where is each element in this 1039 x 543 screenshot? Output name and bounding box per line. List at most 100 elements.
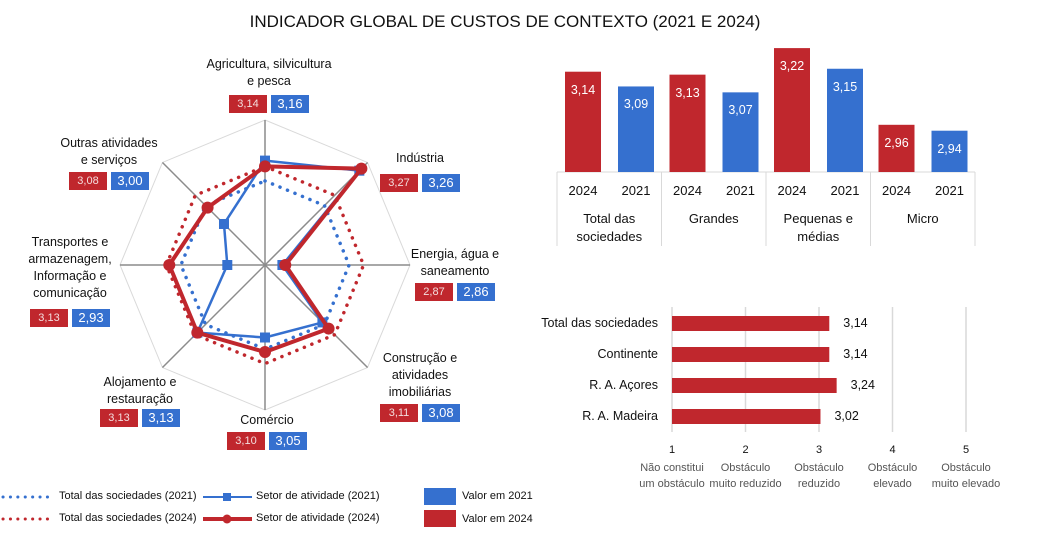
label-line: Informação e bbox=[33, 269, 107, 283]
bar-value-label: 3,14 bbox=[570, 82, 596, 97]
bar-value-label: 3,13 bbox=[675, 85, 700, 100]
label-line: Outras atividades bbox=[60, 136, 158, 150]
hbar bbox=[672, 347, 830, 362]
radar-point-2024 bbox=[259, 160, 271, 173]
tick-description: Não constitui bbox=[640, 462, 704, 474]
bar-2024 bbox=[565, 71, 601, 172]
label-line: Agricultura, silvicultura bbox=[206, 57, 332, 71]
hbar-category-label: Continente bbox=[597, 347, 658, 361]
value-2021-badge: 3,00 bbox=[111, 172, 149, 190]
tick-description: Obstáculo bbox=[794, 462, 844, 474]
tick-description: Obstáculo bbox=[720, 462, 771, 474]
bar-value-label: 2,94 bbox=[937, 141, 962, 156]
legend-square-marker bbox=[223, 493, 231, 501]
bar-value-label: 3,15 bbox=[832, 79, 858, 94]
radar-point-2024 bbox=[259, 346, 271, 358]
legend-label: Setor de atividade (2024) bbox=[256, 512, 380, 524]
bar-2024 bbox=[878, 124, 915, 172]
legend-label: Total das sociedades (2024) bbox=[59, 512, 197, 524]
radar-point-2021 bbox=[260, 332, 270, 343]
chart-title: INDICADOR GLOBAL DE CUSTOS DE CONTEXTO (… bbox=[249, 12, 761, 31]
value-2021-badge: 3,26 bbox=[422, 174, 460, 192]
hbar-value-label: 3,14 bbox=[843, 347, 868, 361]
value-2024-badge: 3,10 bbox=[227, 432, 265, 450]
label-line: restauração bbox=[106, 392, 173, 406]
value-badges: 3,08 3,00 bbox=[69, 172, 149, 190]
value-2024-badge: 3,08 bbox=[69, 172, 107, 190]
legend-swatch-2021 bbox=[424, 488, 456, 505]
radar-point-2024 bbox=[201, 201, 214, 214]
legend-swatch-2024 bbox=[424, 510, 456, 527]
value-2021-badge: 2,93 bbox=[72, 309, 110, 327]
bar-year-label: 2021 bbox=[726, 183, 755, 198]
value-2021-badge: 3,16 bbox=[271, 95, 309, 113]
hbar-category-label: R. A. Madeira bbox=[582, 409, 658, 423]
radar-spoke bbox=[161, 264, 266, 369]
tick-description: reduzido bbox=[797, 478, 841, 490]
legend-label: Valor em 2024 bbox=[462, 513, 533, 525]
group-label: médias bbox=[797, 229, 840, 244]
value-2024-badge: 3,13 bbox=[100, 409, 138, 427]
label-line: Alojamento e bbox=[103, 375, 177, 389]
bar-2021 bbox=[618, 86, 654, 172]
bar-year-label: 2024 bbox=[777, 183, 807, 198]
radar-point-2024 bbox=[279, 259, 292, 271]
hbar-category-label: R. A. Açores bbox=[589, 378, 658, 392]
bar-value-label: 3,07 bbox=[728, 103, 753, 118]
radar-category-label: Energia, água e saneamento bbox=[411, 246, 499, 280]
radar-category-label: Outras atividades e serviços bbox=[60, 135, 157, 169]
value-2021-badge: 3,08 bbox=[422, 404, 460, 422]
label-line: Energia, água e bbox=[410, 247, 500, 261]
label-line: Construção e bbox=[382, 351, 458, 365]
tick-description: um obstáculo bbox=[639, 478, 705, 490]
group-label: Pequenas e bbox=[783, 211, 853, 226]
value-badges: 3,13 2,93 bbox=[30, 309, 110, 327]
value-2021-badge: 3,05 bbox=[269, 432, 307, 450]
radar-category-label: Transportes e armazenagem, Informação e com… bbox=[28, 234, 111, 302]
radar-category-label: Agricultura, silvicultura e pesca bbox=[206, 56, 331, 90]
label-line: comunicação bbox=[33, 286, 107, 300]
value-2024-badge: 3,13 bbox=[30, 309, 68, 327]
tick-label: 4 bbox=[889, 444, 896, 456]
group-label: Micro bbox=[906, 211, 939, 226]
label-line: Indústria bbox=[396, 151, 444, 165]
radar-category-label: Comércio bbox=[240, 412, 294, 429]
hbar-value-label: 3,14 bbox=[843, 316, 868, 330]
radar-point-2024 bbox=[322, 322, 335, 335]
group-label: Grandes bbox=[688, 211, 739, 226]
group-label: Total das bbox=[583, 211, 636, 226]
label-line: e pesca bbox=[247, 74, 291, 88]
bar-2021 bbox=[722, 92, 759, 172]
legend-circle-marker bbox=[222, 514, 232, 524]
tick-label: 2 bbox=[742, 444, 749, 456]
bar-value-label: 2,96 bbox=[884, 135, 909, 150]
bar-year-label: 2024 bbox=[568, 183, 598, 198]
tick-description: muito elevado bbox=[931, 478, 1001, 490]
value-badges: 2,87 2,86 bbox=[415, 283, 495, 301]
bar-year-label: 2024 bbox=[882, 183, 911, 198]
radar-spoke bbox=[264, 264, 369, 369]
bar-value-label: 3,22 bbox=[779, 59, 805, 74]
tick-label: 5 bbox=[962, 444, 970, 456]
bar-2024 bbox=[774, 48, 810, 172]
hbar bbox=[672, 316, 830, 331]
bar-value-label: 3,09 bbox=[623, 97, 649, 112]
tick-description: elevado bbox=[873, 478, 912, 490]
radar-spoke bbox=[161, 161, 266, 266]
value-badges: 3,14 3,16 bbox=[229, 95, 309, 113]
group-label: sociedades bbox=[576, 229, 643, 244]
value-2021-badge: 2,86 bbox=[457, 283, 495, 301]
radar-category-label: Alojamento e restauração bbox=[104, 374, 177, 408]
hbar-value-label: 3,02 bbox=[834, 409, 859, 423]
bar-2021 bbox=[931, 130, 968, 172]
tick-description: Obstáculo bbox=[941, 462, 991, 474]
value-badges: 3,11 3,08 bbox=[380, 404, 460, 422]
bar-year-label: 2021 bbox=[621, 183, 651, 198]
value-badges: 3,13 3,13 bbox=[100, 409, 180, 427]
value-badges: 3,27 3,26 bbox=[380, 174, 460, 192]
label-line: atividades bbox=[391, 368, 449, 382]
value-2024-badge: 2,87 bbox=[415, 283, 453, 301]
hbar bbox=[672, 378, 837, 393]
radar-series-total-2024 bbox=[164, 164, 366, 366]
